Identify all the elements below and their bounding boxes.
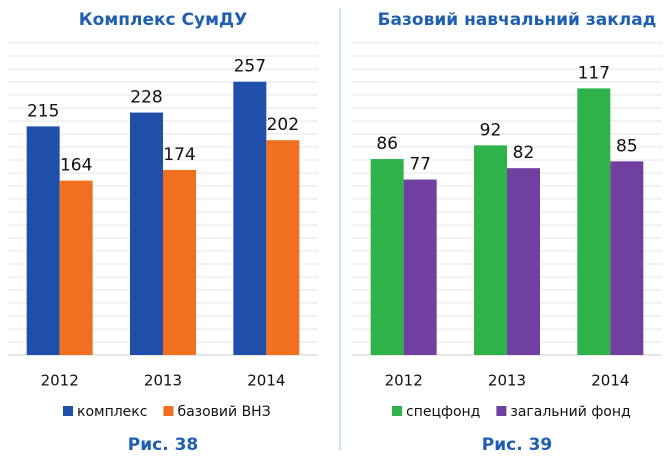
legend-label: спецфонд (406, 404, 480, 420)
caption: Рис. 39 (482, 435, 552, 455)
bar (610, 161, 644, 355)
chart-title: Базовий навчальний заклад (378, 10, 657, 30)
x-tick-label: 2013 (488, 372, 526, 390)
x-tick-label: 2014 (591, 372, 629, 390)
bar (233, 81, 267, 356)
value-label: 92 (480, 120, 502, 140)
bar (59, 180, 93, 355)
bar (577, 88, 611, 356)
legend-label: базовий ВНЗ (177, 404, 270, 420)
value-label: 174 (163, 145, 195, 165)
value-label: 77 (409, 155, 431, 175)
value-label: 117 (578, 63, 610, 83)
legend-swatch (392, 406, 402, 416)
legend-swatch (163, 406, 174, 416)
legend-swatch (63, 406, 73, 416)
legend-label: комплекс (77, 404, 147, 420)
bar (163, 169, 196, 355)
value-label: 85 (616, 136, 638, 156)
value-label: 215 (27, 101, 59, 121)
legend-swatch (496, 406, 507, 416)
legend-label: загальний фонд (510, 404, 630, 420)
bar (26, 126, 60, 355)
bar (507, 168, 540, 355)
value-label: 164 (60, 156, 92, 176)
bar (130, 112, 163, 355)
value-label: 228 (130, 88, 162, 108)
bar (266, 140, 300, 355)
value-label: 82 (513, 143, 535, 163)
x-tick-label: 2012 (41, 372, 79, 390)
bar (403, 179, 437, 355)
value-label: 202 (267, 115, 299, 135)
value-label: 86 (376, 134, 398, 154)
bar (370, 159, 404, 355)
x-tick-label: 2014 (247, 372, 285, 390)
value-label: 257 (234, 57, 266, 77)
x-tick-label: 2012 (385, 372, 423, 390)
chart-title: Комплекс СумДУ (79, 10, 247, 30)
bar (474, 145, 507, 355)
caption: Рис. 38 (128, 435, 198, 455)
x-tick-label: 2013 (144, 372, 182, 390)
